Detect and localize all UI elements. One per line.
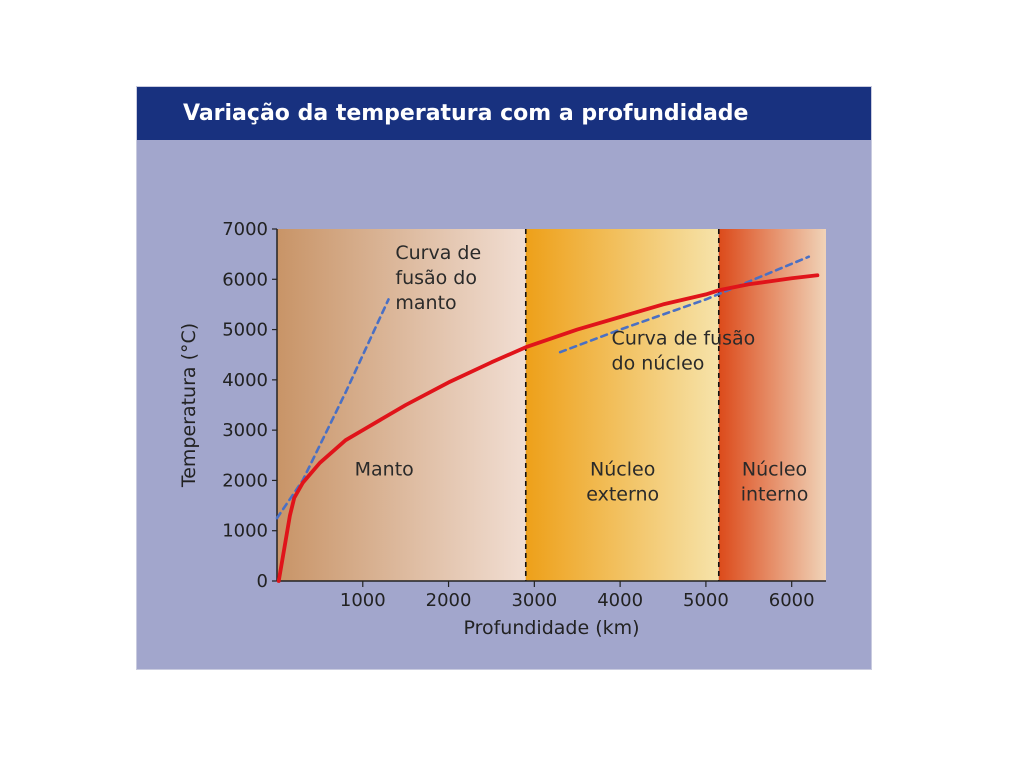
annotation-nucleo-interno-0: Núcleo [742,458,807,480]
series-line-0 [276,273,820,583]
y-tick-label-4: 4000 [222,370,268,391]
y-tick-label-5: 5000 [222,320,268,341]
y-tick-label-6: 6000 [222,269,268,290]
x-tick-label-5: 6000 [769,590,815,611]
y-axis-title: Temperatura (°C) [178,323,200,488]
y-tick-label-7: 7000 [222,219,268,240]
x-tick-label-3: 4000 [597,590,643,611]
chart-title: Variação da temperatura com a profundida… [137,87,871,140]
y-tick-label-2: 2000 [222,470,268,491]
y-tick-label-3: 3000 [222,420,268,441]
annotation-mantle-melting-2: manto [395,292,456,314]
series-line-1 [275,298,390,520]
y-tick-label-0: 0 [257,571,268,592]
x-tick-label-1: 2000 [426,590,472,611]
chart-figure: Variação da temperatura com a profundida… [136,86,872,670]
annotation-mantle-melting-1: fusão do [395,267,477,289]
annotation-core-melting-1: do núcleo [612,353,705,375]
series-line-2 [558,255,811,354]
annotation-nucleo-interno-1: interno [741,483,809,505]
annotation-nucleo-externo-0: Núcleo [590,458,655,480]
annotation-core-melting-0: Curva de fusão [612,328,756,350]
x-tick-label-2: 3000 [511,590,557,611]
y-tick-label-1: 1000 [222,521,268,542]
region-0 [277,229,526,581]
annotation-nucleo-externo-1: externo [586,483,659,505]
chart-svg: 0 1000 2000 3000 4000 5000 6000 7000 1000 2000 300… [178,219,826,639]
annotation-manto-0: Manto [355,458,414,480]
x-tick-label-0: 1000 [340,590,386,611]
region-1 [525,229,719,581]
x-axis-title: Profundidade (km) [463,617,639,639]
x-tick-label-4: 5000 [683,590,729,611]
annotation-mantle-melting-0: Curva de [395,242,481,264]
